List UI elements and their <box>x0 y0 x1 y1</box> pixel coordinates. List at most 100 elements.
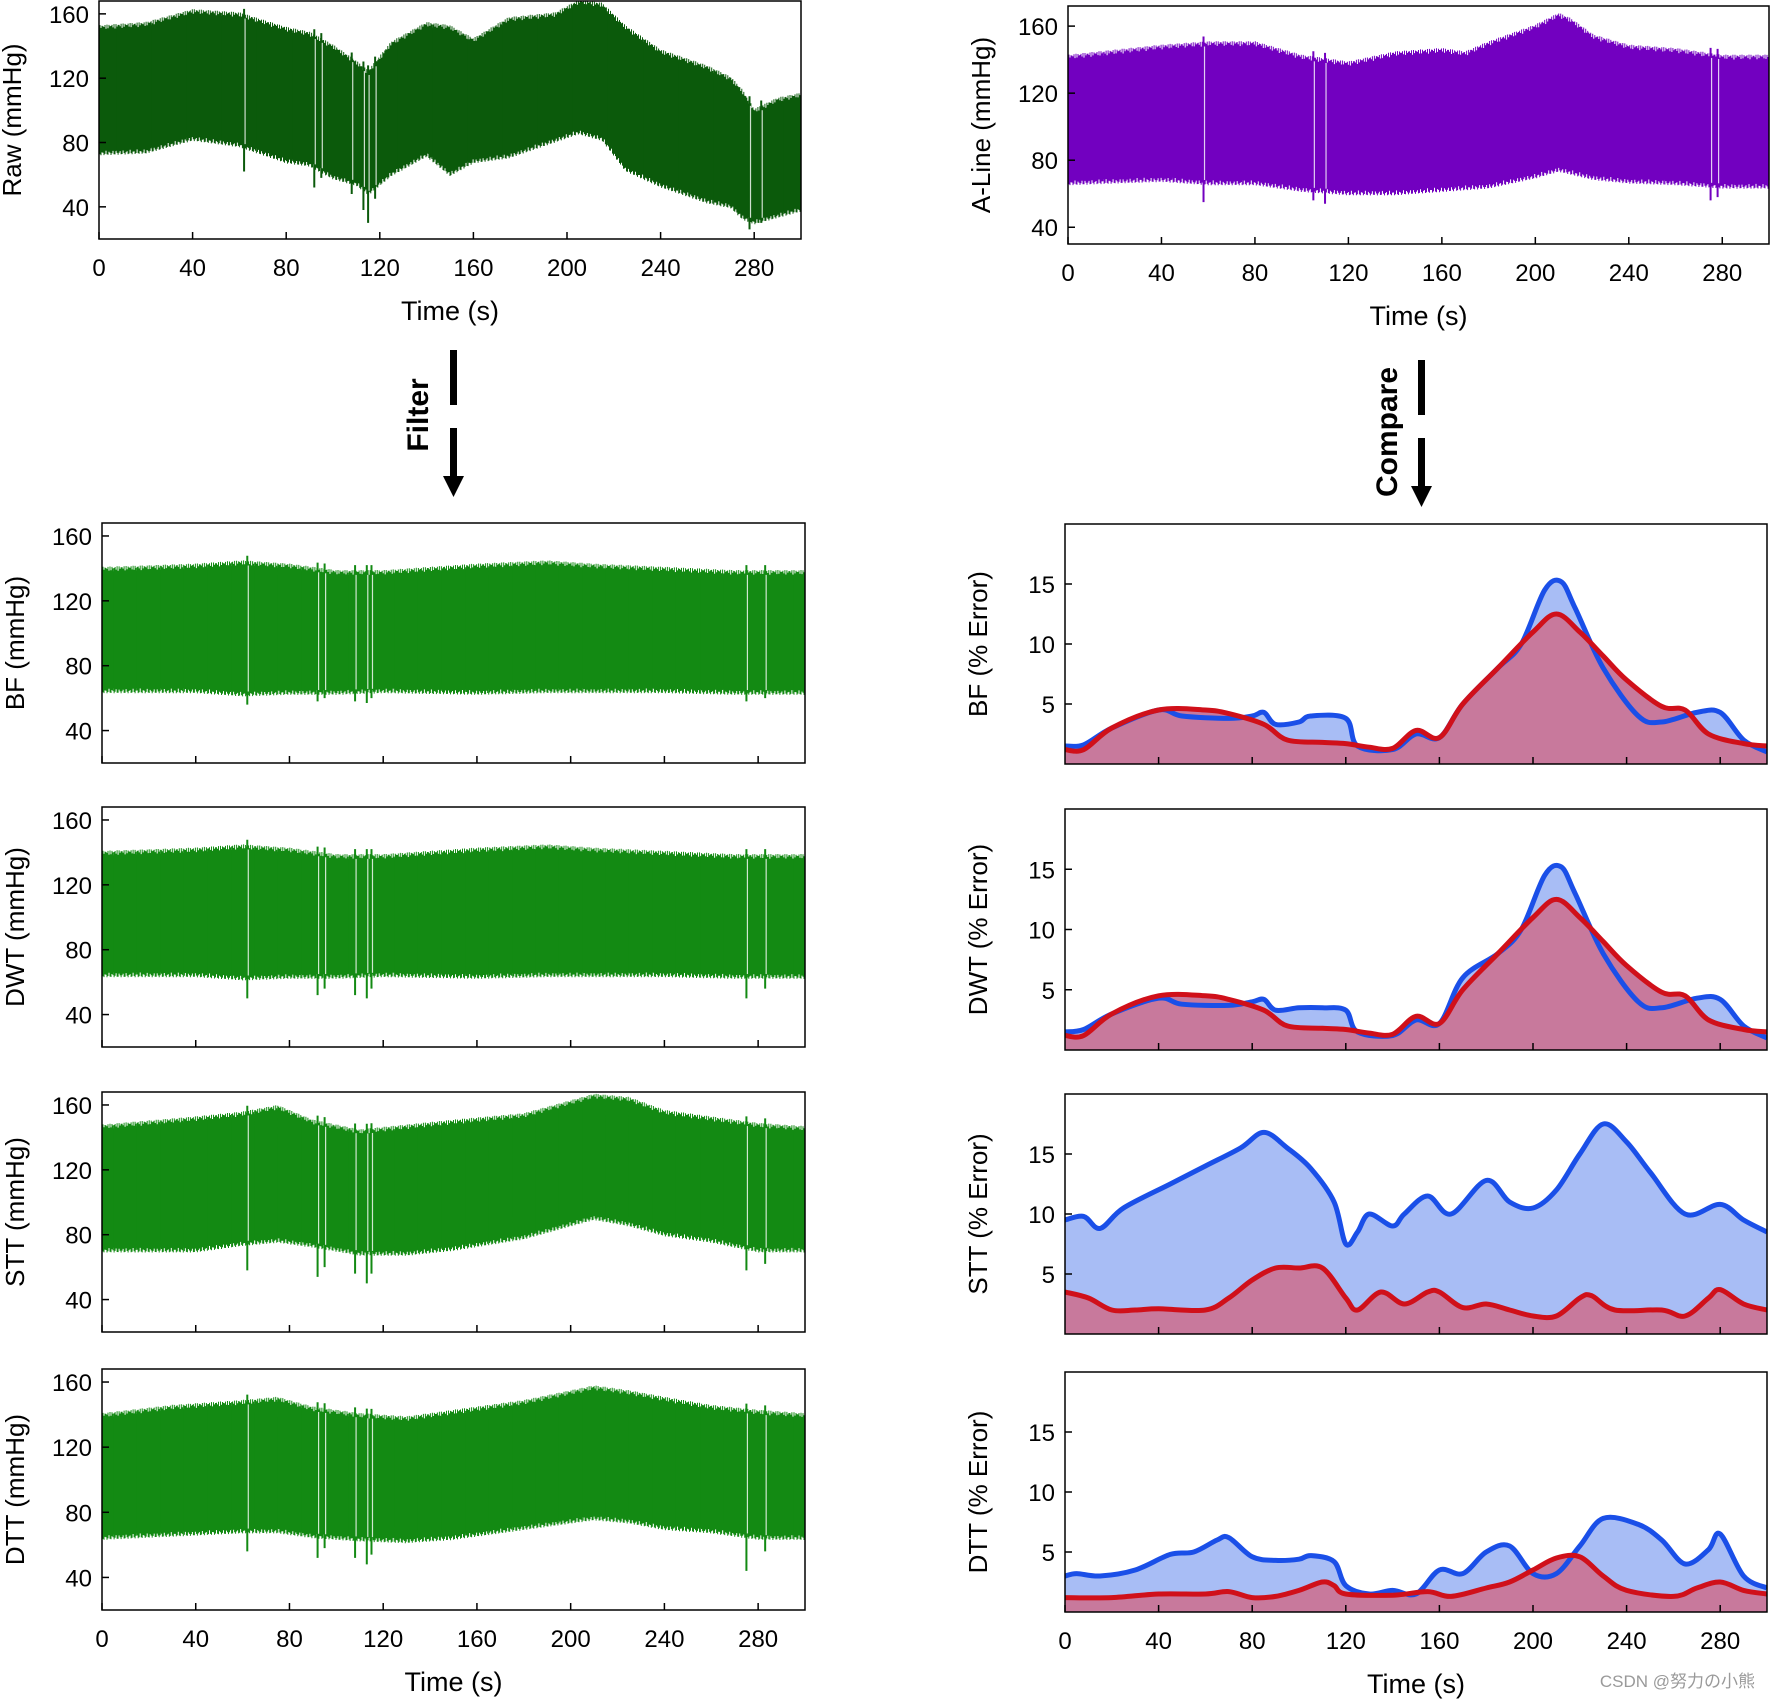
axes-frame <box>98 0 802 240</box>
x-tick-label: 80 <box>1242 260 1269 287</box>
waveform-beats <box>102 844 805 981</box>
y-axis-label: DWT (mmHg) <box>0 847 30 1007</box>
y-axis-label: DTT (% Error) <box>963 1411 993 1574</box>
error-line-red <box>1065 611 1767 754</box>
y-tick-label: 80 <box>65 654 92 681</box>
chart-raw: 40 80 120 160 0 40 80 120 160 200 240 280 Time (s) Ra… <box>0 0 802 326</box>
axes-frame <box>101 1368 806 1611</box>
chart-dwt_err: 5 10 15 DWT (% Error) <box>963 808 1768 1051</box>
y-axis-label: A-Line (mmHg) <box>966 37 996 213</box>
error-line-blue <box>1065 577 1767 755</box>
x-tick-label: 200 <box>551 1626 591 1653</box>
watermark: CSDN @努力の小熊 <box>1600 1672 1755 1691</box>
x-tick-label: 200 <box>547 255 587 282</box>
y-tick-label: 160 <box>52 524 92 551</box>
y-axis-label: STT (% Error) <box>963 1133 993 1294</box>
y-tick-label: 40 <box>62 195 89 222</box>
plot-area-dtt <box>102 1385 805 1571</box>
x-tick-label: 80 <box>1239 1628 1266 1655</box>
y-tick-label: 120 <box>52 1158 92 1185</box>
plot-area-dtt_err <box>1065 1514 1767 1612</box>
x-tick-label: 0 <box>92 255 105 282</box>
error-area-red <box>1065 1555 1767 1612</box>
error-area-blue <box>1065 1123 1767 1334</box>
x-axis-label: Time (s) <box>401 296 499 326</box>
x-axis-label: Time (s) <box>1370 301 1468 331</box>
error-line-red <box>1065 1263 1767 1321</box>
y-tick-label: 160 <box>52 808 92 835</box>
x-tick-label: 280 <box>734 255 774 282</box>
chart-bf_err: 5 10 15 BF (% Error) <box>963 523 1768 765</box>
x-tick-label: 40 <box>1145 1628 1172 1655</box>
x-tick-label: 160 <box>453 255 493 282</box>
chart-dtt_err: 5 10 15 0 40 80 120 160 200 240 280 Time (s) DTT (% … <box>963 1371 1768 1699</box>
y-tick-label: 10 <box>1028 1480 1055 1507</box>
y-tick-label: 80 <box>65 938 92 965</box>
y-tick-label: 15 <box>1028 1142 1055 1169</box>
x-tick-label: 40 <box>1148 260 1175 287</box>
axes-frame <box>101 806 806 1048</box>
y-tick-label: 160 <box>1018 14 1058 41</box>
filter-arrow: Filter <box>402 350 464 497</box>
axes-frame <box>101 1091 806 1333</box>
plot-area-bf_err <box>1065 577 1767 764</box>
chart-bf: 40 80 120 160 BF (mmHg) <box>0 522 806 764</box>
x-tick-label: 120 <box>1326 1628 1366 1655</box>
x-tick-label: 80 <box>273 255 300 282</box>
plot-area-stt_err <box>1065 1121 1767 1334</box>
error-line-red <box>1065 1552 1767 1601</box>
y-axis-label: DWT (% Error) <box>963 844 993 1015</box>
chart-stt_err: 5 10 15 STT (% Error) <box>963 1093 1768 1335</box>
y-tick-label: 5 <box>1042 1262 1055 1289</box>
y-axis-label: STT (mmHg) <box>0 1137 30 1287</box>
y-tick-label: 160 <box>52 1093 92 1120</box>
y-tick-label: 80 <box>62 131 89 158</box>
chart-dwt: 40 80 120 160 DWT (mmHg) <box>0 806 806 1048</box>
x-axis-label: Time (s) <box>405 1667 503 1697</box>
x-tick-label: 160 <box>457 1626 497 1653</box>
x-tick-label: 240 <box>1607 1628 1647 1655</box>
y-axis-label: BF (mmHg) <box>0 576 30 710</box>
error-line-blue <box>1065 862 1767 1041</box>
y-tick-label: 5 <box>1042 978 1055 1005</box>
y-tick-label: 120 <box>52 873 92 900</box>
plot-area-raw <box>99 1 801 230</box>
y-tick-label: 15 <box>1028 857 1055 884</box>
y-tick-label: 120 <box>1018 81 1058 108</box>
compare-label: Compare <box>1371 367 1404 497</box>
x-tick-label: 280 <box>738 1626 778 1653</box>
plot-area-aline <box>1068 13 1769 204</box>
y-tick-label: 80 <box>65 1500 92 1527</box>
x-tick-label: 240 <box>641 255 681 282</box>
y-tick-label: 15 <box>1028 1420 1055 1447</box>
chart-stt: 40 80 120 160 STT (mmHg) <box>0 1091 806 1333</box>
x-tick-label: 120 <box>360 255 400 282</box>
y-tick-label: 40 <box>65 1003 92 1030</box>
x-tick-label: 240 <box>1609 260 1649 287</box>
x-tick-label: 0 <box>1061 260 1074 287</box>
x-tick-label: 160 <box>1422 260 1462 287</box>
y-tick-label: 160 <box>49 2 89 29</box>
y-axis-label: Raw (mmHg) <box>0 43 27 196</box>
y-tick-label: 5 <box>1042 1540 1055 1567</box>
waveform-beats <box>102 560 805 697</box>
x-tick-label: 240 <box>644 1626 684 1653</box>
x-tick-label: 40 <box>179 255 206 282</box>
y-tick-label: 5 <box>1042 692 1055 719</box>
y-tick-label: 80 <box>65 1223 92 1250</box>
x-tick-label: 280 <box>1700 1628 1740 1655</box>
y-tick-label: 40 <box>65 719 92 746</box>
x-tick-label: 0 <box>95 1626 108 1653</box>
x-tick-label: 40 <box>182 1626 209 1653</box>
y-tick-label: 10 <box>1028 632 1055 659</box>
y-tick-label: 40 <box>65 1565 92 1592</box>
y-tick-label: 15 <box>1028 572 1055 599</box>
y-tick-label: 10 <box>1028 1202 1055 1229</box>
error-line-red <box>1065 896 1767 1040</box>
x-tick-label: 80 <box>276 1626 303 1653</box>
filter-label: Filter <box>402 378 435 452</box>
x-tick-label: 280 <box>1702 260 1742 287</box>
axes-frame <box>1067 5 1770 245</box>
x-axis-label: Time (s) <box>1367 1669 1465 1699</box>
